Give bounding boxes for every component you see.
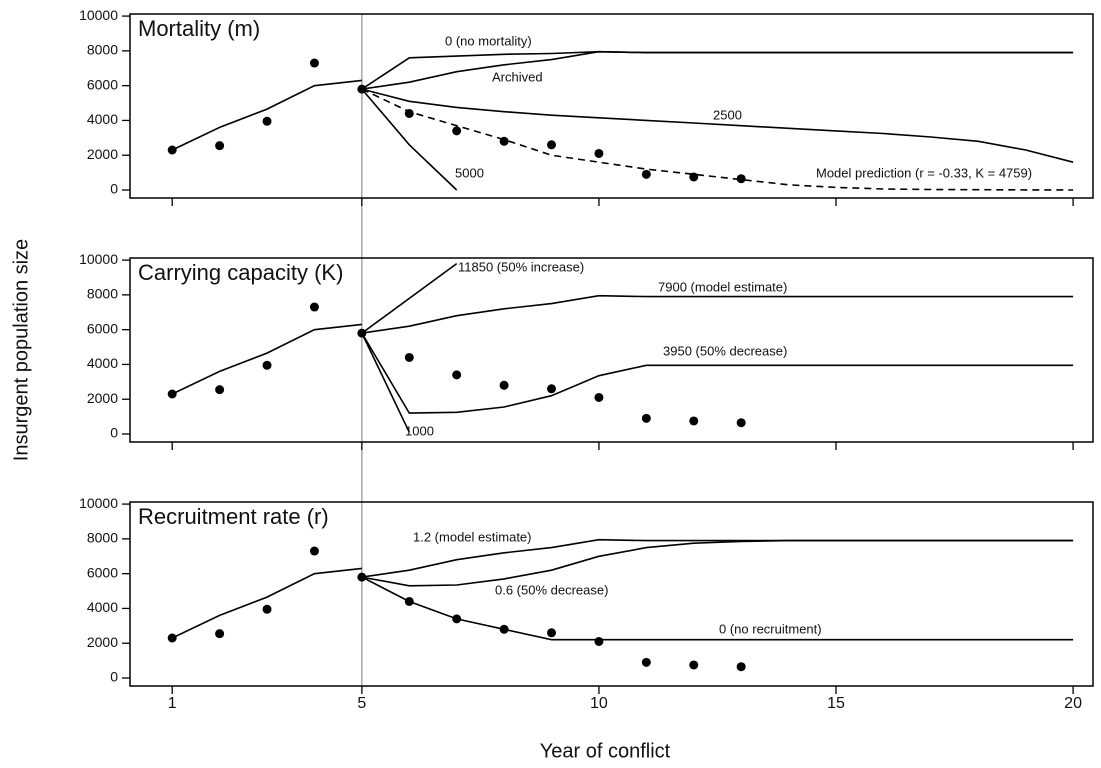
observed-point <box>641 657 651 667</box>
observed-point <box>499 136 509 146</box>
series-label: 11850 (50% increase) <box>458 259 584 274</box>
series-line <box>361 538 1074 578</box>
observed-point <box>594 392 604 402</box>
observed-point <box>452 370 462 380</box>
series-label: Archived <box>492 69 543 84</box>
series-line <box>361 332 411 433</box>
observed-point <box>736 418 746 428</box>
observed-point <box>736 662 746 672</box>
x-tick-label: 20 <box>1064 695 1082 712</box>
observed-point <box>167 145 177 155</box>
series-label: Model prediction (r = -0.33, K = 4759) <box>816 165 1032 180</box>
observed-point <box>404 596 414 606</box>
series-line <box>361 576 1074 641</box>
observed-point <box>357 84 367 94</box>
observed-point <box>262 360 272 370</box>
series-line <box>361 294 1074 334</box>
x-tick-label: 1 <box>168 695 177 712</box>
observed-point <box>167 633 177 643</box>
observed-point <box>404 108 414 118</box>
y-tick-label: 6000 <box>87 76 118 92</box>
series-line <box>361 50 1074 90</box>
y-tick-label: 4000 <box>87 599 118 615</box>
observed-point <box>404 352 414 362</box>
observed-point <box>499 380 509 390</box>
observed-point <box>689 172 699 182</box>
x-tick-label: 5 <box>357 695 366 712</box>
plot-frame <box>129 501 1094 687</box>
series-label: 3950 (50% decrease) <box>663 343 787 358</box>
observed-point <box>547 384 557 394</box>
observed-point <box>309 546 319 556</box>
plot-frame <box>129 13 1094 199</box>
y-tick-label: 6000 <box>87 320 118 336</box>
panel-title: Carrying capacity (K) <box>138 260 343 285</box>
observed-point <box>689 660 699 670</box>
y-tick-label: 10000 <box>79 495 118 511</box>
y-tick-label: 10000 <box>79 7 118 23</box>
observed-point <box>357 572 367 582</box>
y-tick-label: 4000 <box>87 355 118 371</box>
observed-point <box>309 302 319 312</box>
observed-point <box>736 174 746 184</box>
y-tick-label: 0 <box>110 425 118 441</box>
series-line <box>361 332 1074 414</box>
observed-point <box>689 416 699 426</box>
series-label: 0 (no recruitment) <box>719 621 822 636</box>
y-axis-title: Insurgent population size <box>10 239 32 461</box>
y-tick-label: 0 <box>110 669 118 685</box>
observed-point <box>452 126 462 136</box>
observed-point <box>594 148 604 158</box>
series-line <box>361 88 1074 163</box>
observed-point <box>547 628 557 638</box>
x-tick-label: 10 <box>590 695 608 712</box>
observed-point <box>167 389 177 399</box>
series-line <box>361 88 458 191</box>
y-tick-label: 8000 <box>87 530 118 546</box>
y-tick-label: 10000 <box>79 251 118 267</box>
y-tick-label: 2000 <box>87 634 118 650</box>
series-label: 2500 <box>713 107 742 122</box>
series-line <box>171 79 362 151</box>
y-tick-label: 2000 <box>87 390 118 406</box>
series-label: 1000 <box>405 423 434 438</box>
y-tick-label: 2000 <box>87 146 118 162</box>
series-line <box>361 262 458 334</box>
series-line <box>171 323 362 395</box>
observed-point <box>262 116 272 126</box>
observed-point <box>594 636 604 646</box>
y-tick-label: 8000 <box>87 286 118 302</box>
series-label: 0.6 (50% decrease) <box>495 582 608 597</box>
series-line <box>171 567 362 639</box>
observed-point <box>215 629 225 639</box>
plot-frame <box>129 257 1094 443</box>
observed-point <box>357 328 367 338</box>
observed-point <box>499 624 509 634</box>
panel-title: Recruitment rate (r) <box>138 504 329 529</box>
x-tick-label: 15 <box>827 695 845 712</box>
observed-point <box>215 385 225 395</box>
observed-point <box>641 413 651 423</box>
y-tick-label: 4000 <box>87 111 118 127</box>
panel-title: Mortality (m) <box>138 16 260 41</box>
series-line <box>361 88 1074 191</box>
series-label: 5000 <box>455 165 484 180</box>
series-label: 1.2 (model estimate) <box>413 529 532 544</box>
observed-point <box>452 614 462 624</box>
y-tick-label: 8000 <box>87 42 118 58</box>
series-line <box>361 539 1074 587</box>
y-tick-label: 0 <box>110 181 118 197</box>
observed-point <box>309 58 319 68</box>
observed-point <box>262 604 272 614</box>
x-axis-title: Year of conflict <box>540 740 671 762</box>
y-tick-label: 6000 <box>87 564 118 580</box>
observed-point <box>215 141 225 151</box>
series-label: 0 (no mortality) <box>445 33 532 48</box>
observed-point <box>547 140 557 150</box>
series-label: 7900 (model estimate) <box>658 279 787 294</box>
observed-point <box>641 169 651 179</box>
